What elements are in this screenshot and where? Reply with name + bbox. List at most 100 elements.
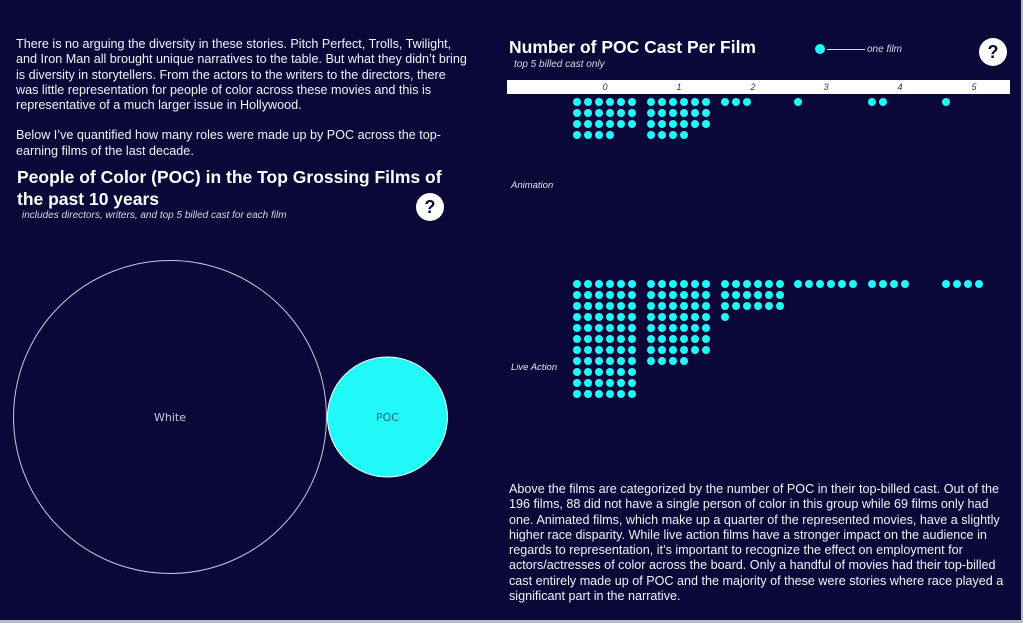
film-dot[interactable]	[901, 280, 909, 288]
film-dot[interactable]	[573, 346, 581, 354]
film-dot[interactable]	[879, 98, 887, 106]
film-dot[interactable]	[743, 302, 751, 310]
film-dot[interactable]	[680, 131, 688, 139]
film-dot[interactable]	[669, 109, 677, 117]
film-dot[interactable]	[628, 346, 636, 354]
film-dot[interactable]	[721, 313, 729, 321]
film-dot[interactable]	[628, 390, 636, 398]
film-dot[interactable]	[617, 109, 625, 117]
film-dot[interactable]	[765, 302, 773, 310]
bubble-poc[interactable]	[326, 356, 448, 478]
film-dot[interactable]	[702, 291, 710, 299]
film-dot[interactable]	[628, 368, 636, 376]
film-dot[interactable]	[573, 313, 581, 321]
film-dot[interactable]	[584, 324, 592, 332]
film-dot[interactable]	[606, 379, 614, 387]
film-dot[interactable]	[743, 291, 751, 299]
film-dot[interactable]	[702, 346, 710, 354]
film-dot[interactable]	[617, 379, 625, 387]
film-dot[interactable]	[680, 109, 688, 117]
help-icon-dots[interactable]: ?	[979, 38, 1007, 66]
film-dot[interactable]	[658, 302, 666, 310]
film-dot[interactable]	[964, 280, 972, 288]
film-dot[interactable]	[617, 324, 625, 332]
film-dot[interactable]	[606, 131, 614, 139]
film-dot[interactable]	[680, 324, 688, 332]
film-dot[interactable]	[595, 280, 603, 288]
film-dot[interactable]	[584, 313, 592, 321]
film-dot[interactable]	[975, 280, 983, 288]
bubble-white[interactable]	[13, 260, 327, 574]
film-dot[interactable]	[702, 335, 710, 343]
film-dot[interactable]	[647, 313, 655, 321]
film-dot[interactable]	[868, 280, 876, 288]
film-dot[interactable]	[647, 109, 655, 117]
film-dot[interactable]	[606, 98, 614, 106]
film-dot[interactable]	[617, 335, 625, 343]
film-dot[interactable]	[595, 335, 603, 343]
film-dot[interactable]	[658, 291, 666, 299]
film-dot[interactable]	[765, 291, 773, 299]
film-dot[interactable]	[595, 379, 603, 387]
film-dot[interactable]	[584, 120, 592, 128]
film-dot[interactable]	[691, 109, 699, 117]
film-dot[interactable]	[658, 357, 666, 365]
film-dot[interactable]	[754, 302, 762, 310]
film-dot[interactable]	[702, 280, 710, 288]
film-dot[interactable]	[647, 120, 655, 128]
film-dot[interactable]	[584, 131, 592, 139]
film-dot[interactable]	[584, 357, 592, 365]
film-dot[interactable]	[658, 280, 666, 288]
film-dot[interactable]	[794, 98, 802, 106]
film-dot[interactable]	[595, 98, 603, 106]
film-dot[interactable]	[680, 302, 688, 310]
film-dot[interactable]	[617, 302, 625, 310]
film-dot[interactable]	[595, 291, 603, 299]
film-dot[interactable]	[584, 302, 592, 310]
film-dot[interactable]	[628, 379, 636, 387]
film-dot[interactable]	[573, 379, 581, 387]
film-dot[interactable]	[669, 120, 677, 128]
film-dot[interactable]	[658, 346, 666, 354]
film-dot[interactable]	[647, 280, 655, 288]
film-dot[interactable]	[794, 280, 802, 288]
film-dot[interactable]	[617, 313, 625, 321]
film-dot[interactable]	[890, 280, 898, 288]
film-dot[interactable]	[721, 98, 729, 106]
film-dot[interactable]	[584, 109, 592, 117]
film-dot[interactable]	[680, 291, 688, 299]
film-dot[interactable]	[743, 280, 751, 288]
film-dot[interactable]	[658, 109, 666, 117]
film-dot[interactable]	[879, 280, 887, 288]
film-dot[interactable]	[573, 280, 581, 288]
film-dot[interactable]	[595, 120, 603, 128]
film-dot[interactable]	[669, 357, 677, 365]
film-dot[interactable]	[669, 313, 677, 321]
film-dot[interactable]	[584, 379, 592, 387]
film-dot[interactable]	[702, 302, 710, 310]
film-dot[interactable]	[680, 335, 688, 343]
film-dot[interactable]	[628, 291, 636, 299]
film-dot[interactable]	[595, 346, 603, 354]
film-dot[interactable]	[743, 98, 751, 106]
film-dot[interactable]	[584, 346, 592, 354]
film-dot[interactable]	[691, 291, 699, 299]
film-dot[interactable]	[606, 280, 614, 288]
film-dot[interactable]	[754, 291, 762, 299]
film-dot[interactable]	[953, 280, 961, 288]
film-dot[interactable]	[776, 280, 784, 288]
film-dot[interactable]	[647, 346, 655, 354]
film-dot[interactable]	[573, 109, 581, 117]
film-dot[interactable]	[617, 120, 625, 128]
film-dot[interactable]	[669, 324, 677, 332]
film-dot[interactable]	[606, 357, 614, 365]
film-dot[interactable]	[669, 98, 677, 106]
film-dot[interactable]	[584, 98, 592, 106]
film-dot[interactable]	[691, 346, 699, 354]
film-dot[interactable]	[658, 131, 666, 139]
film-dot[interactable]	[658, 335, 666, 343]
film-dot[interactable]	[868, 98, 876, 106]
film-dot[interactable]	[595, 324, 603, 332]
film-dot[interactable]	[827, 280, 835, 288]
film-dot[interactable]	[584, 368, 592, 376]
